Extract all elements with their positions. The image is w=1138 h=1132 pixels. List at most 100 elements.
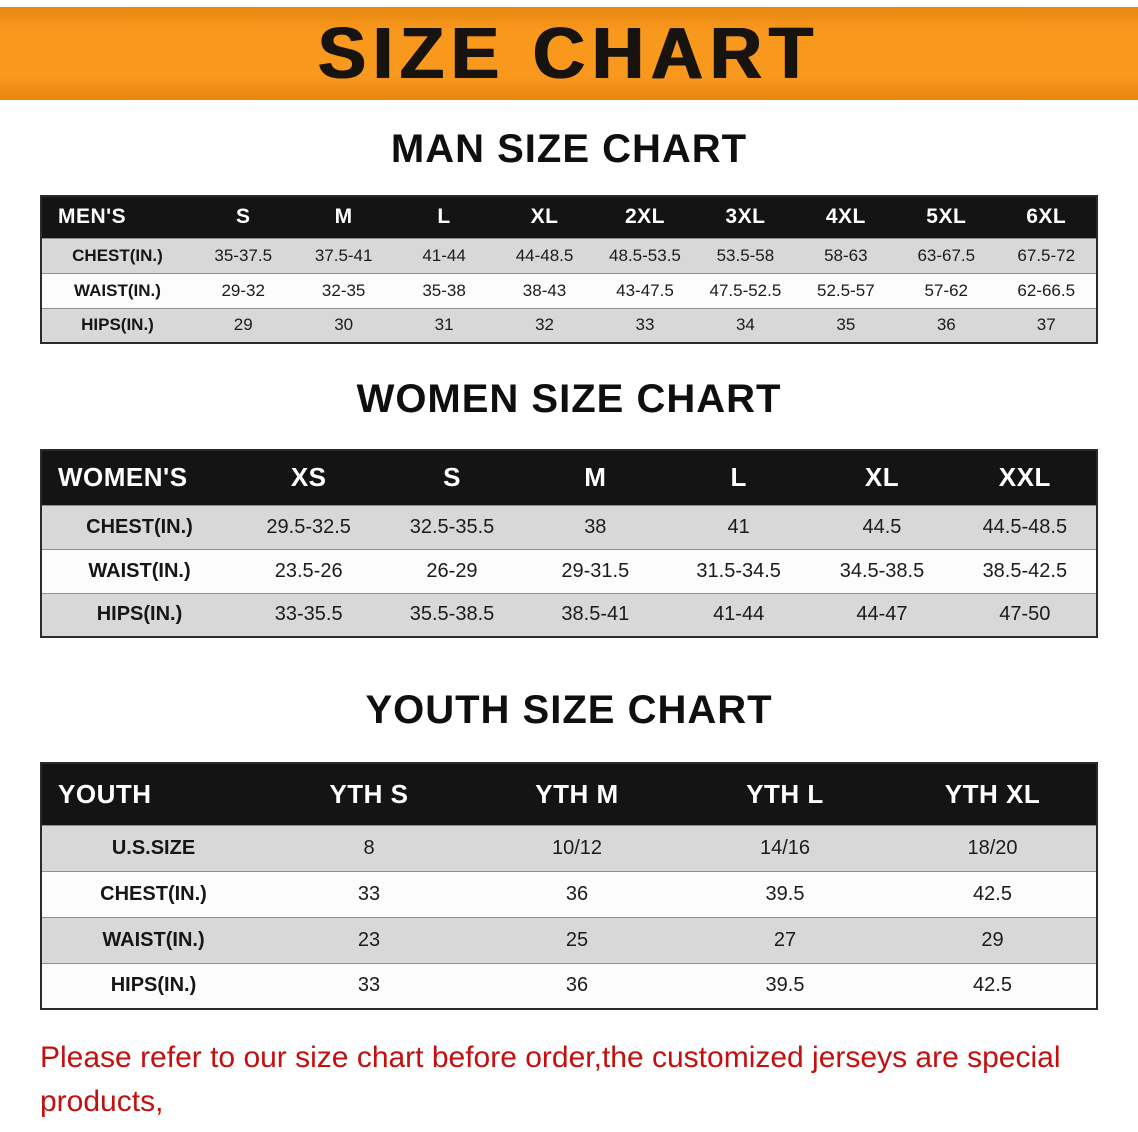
table-header-row: MEN'S S M L XL 2XL 3XL 4XL 5XL 6XL [41, 196, 1097, 238]
women-size-table: WOMEN'S XS S M L XL XXL CHEST(IN.) 29.5-32.5 32.5… [40, 449, 1098, 638]
value-cell: 34 [695, 307, 796, 343]
value-cell: 35 [795, 307, 897, 343]
row-label-cell: HIPS(IN.) [41, 962, 265, 1009]
value-cell: 36 [896, 307, 997, 343]
value-cell: 30 [293, 307, 394, 343]
value-cell: 32.5-35.5 [380, 504, 524, 549]
row-label-cell: WAIST(IN.) [41, 272, 193, 308]
table-row: CHEST(IN.) 29.5-32.5 32.5-35.5 38 41 44.5 44.5… [41, 504, 1097, 549]
value-cell: 41 [666, 504, 811, 549]
value-cell: 33 [265, 870, 473, 917]
size-column-header: M [523, 450, 667, 505]
size-column-header: M [293, 196, 394, 238]
value-cell: 44-47 [810, 592, 954, 637]
value-cell: 62-66.5 [996, 272, 1097, 308]
youth-size-section: YOUTH SIZE CHART YOUTH YTH S YTH M YTH L YTH… [0, 688, 1138, 1010]
value-cell: 42.5 [889, 870, 1097, 917]
value-cell: 44-48.5 [494, 237, 595, 273]
value-cell: 29-32 [193, 272, 294, 308]
size-column-header: XL [494, 196, 595, 238]
size-chart-page: SIZE CHART MAN SIZE CHART MEN'S S M L XL 2XL 3… [0, 7, 1138, 1132]
women-size-heading: WOMEN SIZE CHART [356, 377, 782, 421]
disclaimer-line-1: Please refer to our size chart before or… [40, 1041, 1061, 1118]
size-column-header: S [380, 450, 524, 505]
value-cell: 38.5-41 [523, 592, 667, 637]
table-header-row: WOMEN'S XS S M L XL XXL [41, 450, 1097, 505]
size-column-header: 4XL [795, 196, 897, 238]
value-cell: 48.5-53.5 [594, 237, 696, 273]
table-row: CHEST(IN.) 35-37.5 37.5-41 41-44 44-48.5 48.5… [41, 237, 1097, 273]
table-header-row: YOUTH YTH S YTH M YTH L YTH XL [41, 763, 1097, 825]
value-cell: 36 [473, 870, 681, 917]
value-cell: 23.5-26 [237, 548, 381, 593]
row-label-cell: WAIST(IN.) [41, 916, 265, 963]
value-cell: 36 [473, 962, 681, 1009]
size-column-header: YTH M [473, 763, 681, 825]
size-column-header: L [666, 450, 811, 505]
value-cell: 31.5-34.5 [666, 548, 811, 593]
row-label-cell: CHEST(IN.) [41, 237, 193, 273]
value-cell: 39.5 [681, 962, 889, 1009]
value-cell: 32 [494, 307, 595, 343]
size-column-header: XS [237, 450, 381, 505]
youth-size-heading: YOUTH SIZE CHART [365, 688, 773, 732]
size-column-header: 6XL [996, 196, 1097, 238]
value-cell: 53.5-58 [695, 237, 796, 273]
size-column-header: YTH L [681, 763, 889, 825]
size-column-header: 5XL [896, 196, 997, 238]
size-chart-banner: SIZE CHART [0, 7, 1138, 100]
size-column-header: 3XL [695, 196, 796, 238]
youth-size-table: YOUTH YTH S YTH M YTH L YTH XL U.S.SIZE 8 10/12… [40, 762, 1098, 1010]
row-label-cell: CHEST(IN.) [41, 870, 265, 917]
value-cell: 23 [265, 916, 473, 963]
size-column-header: L [393, 196, 495, 238]
men-size-heading: MAN SIZE CHART [390, 127, 748, 171]
value-cell: 8 [265, 824, 473, 871]
row-label-header: WOMEN'S [41, 450, 237, 505]
row-label-cell: CHEST(IN.) [41, 504, 237, 549]
value-cell: 33 [594, 307, 696, 343]
value-cell: 38 [523, 504, 667, 549]
row-label-cell: HIPS(IN.) [41, 592, 237, 637]
value-cell: 33 [265, 962, 473, 1009]
value-cell: 10/12 [473, 824, 681, 871]
table-row: HIPS(IN.) 33 36 39.5 42.5 [41, 962, 1097, 1009]
table-row: U.S.SIZE 8 10/12 14/16 18/20 [41, 824, 1097, 871]
value-cell: 32-35 [293, 272, 394, 308]
value-cell: 33-35.5 [237, 592, 381, 637]
table-row: HIPS(IN.) 33-35.5 35.5-38.5 38.5-41 41-44 44-… [41, 592, 1097, 637]
value-cell: 26-29 [380, 548, 524, 593]
value-cell: 29 [889, 916, 1097, 963]
value-cell: 47-50 [953, 592, 1097, 637]
value-cell: 57-62 [896, 272, 997, 308]
value-cell: 38.5-42.5 [953, 548, 1097, 593]
size-column-header: YTH XL [889, 763, 1097, 825]
value-cell: 39.5 [681, 870, 889, 917]
value-cell: 63-67.5 [896, 237, 997, 273]
value-cell: 42.5 [889, 962, 1097, 1009]
value-cell: 35.5-38.5 [380, 592, 524, 637]
page-title: SIZE CHART [318, 13, 820, 94]
value-cell: 29.5-32.5 [237, 504, 381, 549]
disclaimer: Please refer to our size chart before or… [40, 1036, 1138, 1132]
value-cell: 31 [393, 307, 495, 343]
women-size-section: WOMEN SIZE CHART WOMEN'S XS S M L XL XXL CHEST(… [0, 377, 1138, 638]
value-cell: 37.5-41 [293, 237, 394, 273]
size-column-header: S [193, 196, 294, 238]
row-label-cell: WAIST(IN.) [41, 548, 237, 593]
value-cell: 29-31.5 [523, 548, 667, 593]
value-cell: 44.5 [810, 504, 954, 549]
value-cell: 18/20 [889, 824, 1097, 871]
table-row: CHEST(IN.) 33 36 39.5 42.5 [41, 870, 1097, 917]
value-cell: 27 [681, 916, 889, 963]
value-cell: 47.5-52.5 [695, 272, 796, 308]
men-size-table: MEN'S S M L XL 2XL 3XL 4XL 5XL 6XL CHEST(IN.) 35-37… [40, 195, 1098, 344]
value-cell: 41-44 [666, 592, 811, 637]
size-column-header: XL [810, 450, 954, 505]
table-row: WAIST(IN.) 29-32 32-35 35-38 38-43 43-47.5 47.… [41, 272, 1097, 308]
size-column-header: YTH S [265, 763, 473, 825]
disclaimer-line-2: we don't accept cancel, change, teturn o… [40, 1124, 1138, 1132]
table-row: HIPS(IN.) 29 30 31 32 33 34 35 36 37 [41, 307, 1097, 343]
value-cell: 44.5-48.5 [953, 504, 1097, 549]
value-cell: 43-47.5 [594, 272, 696, 308]
